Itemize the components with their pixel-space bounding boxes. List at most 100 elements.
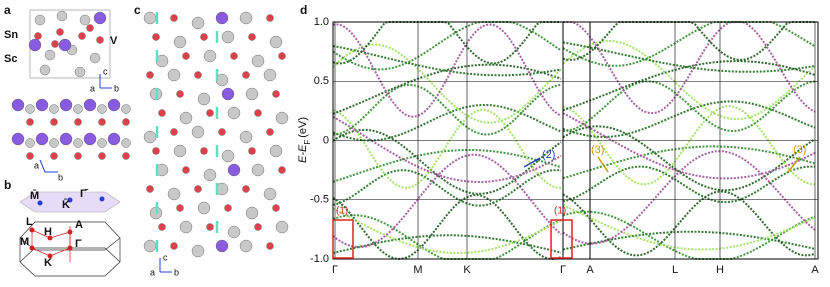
atom	[121, 104, 131, 114]
y-axis-label-sub: F	[303, 140, 312, 145]
atom	[176, 90, 184, 98]
atom	[78, 32, 86, 40]
atom	[50, 152, 58, 160]
atom	[191, 244, 205, 258]
atom	[203, 49, 217, 63]
atom	[239, 11, 253, 25]
atom	[56, 28, 64, 36]
atom	[143, 239, 157, 253]
atom	[269, 144, 283, 158]
atom	[79, 14, 91, 26]
highlight-box	[550, 219, 573, 259]
band	[563, 21, 816, 115]
atom	[73, 138, 83, 148]
atom-label: V	[110, 35, 118, 47]
axis-label: b	[174, 267, 179, 277]
atom-label: Sn	[4, 29, 18, 41]
atom	[197, 201, 211, 215]
atom	[58, 38, 72, 52]
atom	[263, 187, 277, 201]
atom	[25, 104, 35, 114]
band	[562, 21, 816, 67]
atom	[254, 223, 262, 231]
atom	[254, 109, 262, 117]
atom	[275, 220, 289, 234]
atom	[97, 138, 107, 148]
atom	[143, 11, 157, 25]
band	[332, 149, 562, 183]
atom	[167, 68, 181, 82]
band	[562, 105, 816, 186]
atom	[73, 104, 83, 114]
band-structure	[332, 21, 816, 261]
atom	[11, 132, 25, 146]
arrow	[787, 156, 801, 173]
atom-label: Sc	[4, 53, 17, 65]
atom	[218, 128, 226, 136]
atom	[173, 144, 187, 158]
k-label: A	[75, 219, 83, 231]
atom	[182, 166, 190, 174]
atom	[221, 149, 235, 163]
k-label: K	[44, 257, 52, 269]
x-tick-label: H	[716, 264, 724, 276]
atom	[206, 109, 214, 117]
band	[332, 23, 562, 118]
k-point	[47, 253, 53, 259]
atom	[170, 14, 178, 22]
atom	[49, 104, 59, 114]
atom	[203, 168, 217, 182]
arrow	[523, 157, 541, 168]
atom	[167, 187, 181, 201]
atom	[83, 132, 97, 146]
axes: -1.0 -0.5 0 0.5 1.0 Γ M K Γ A L H A	[310, 16, 819, 276]
atom	[26, 152, 34, 160]
band	[562, 80, 816, 133]
annotation: (1)	[336, 206, 348, 217]
k-label: Γ̄	[80, 188, 89, 200]
x-tick-label: M	[413, 264, 422, 276]
band	[562, 190, 816, 257]
atom	[191, 16, 205, 30]
axis-arrow	[39, 159, 46, 173]
k-label: H	[44, 226, 52, 238]
k-label: K̄	[62, 199, 70, 211]
atom	[221, 30, 235, 44]
atom	[49, 138, 59, 148]
k-point	[47, 235, 53, 241]
axis-label: c	[103, 66, 108, 76]
axis-label: b	[58, 172, 63, 182]
atom	[143, 130, 157, 144]
structure-c	[143, 11, 289, 258]
atom	[122, 118, 130, 126]
atom	[107, 98, 121, 112]
atom	[28, 38, 42, 52]
k-label: M	[20, 236, 29, 248]
y-tick-label: -0.5	[310, 194, 329, 206]
axis-label: c	[163, 252, 168, 262]
band	[332, 169, 562, 207]
atom	[221, 87, 235, 101]
band	[332, 104, 562, 142]
band	[332, 214, 562, 260]
k-point	[67, 197, 73, 203]
y-axis-label: E-EF (eV)	[297, 117, 312, 163]
band	[332, 115, 562, 183]
atom	[200, 147, 208, 155]
atom	[146, 185, 154, 193]
y-axis-label-unit: (eV)	[297, 117, 309, 138]
atom	[272, 204, 280, 212]
atom	[59, 98, 73, 112]
atom	[96, 36, 104, 44]
atom	[194, 71, 202, 79]
annotation: (3)	[591, 144, 604, 156]
band	[332, 21, 562, 71]
atom	[179, 111, 193, 125]
atom	[74, 118, 82, 126]
atom	[200, 33, 208, 41]
band	[332, 207, 562, 255]
y-tick-label: -1.0	[310, 253, 329, 265]
x-tick-label: Γ	[332, 264, 338, 276]
atom	[182, 52, 190, 60]
atom	[278, 166, 286, 174]
